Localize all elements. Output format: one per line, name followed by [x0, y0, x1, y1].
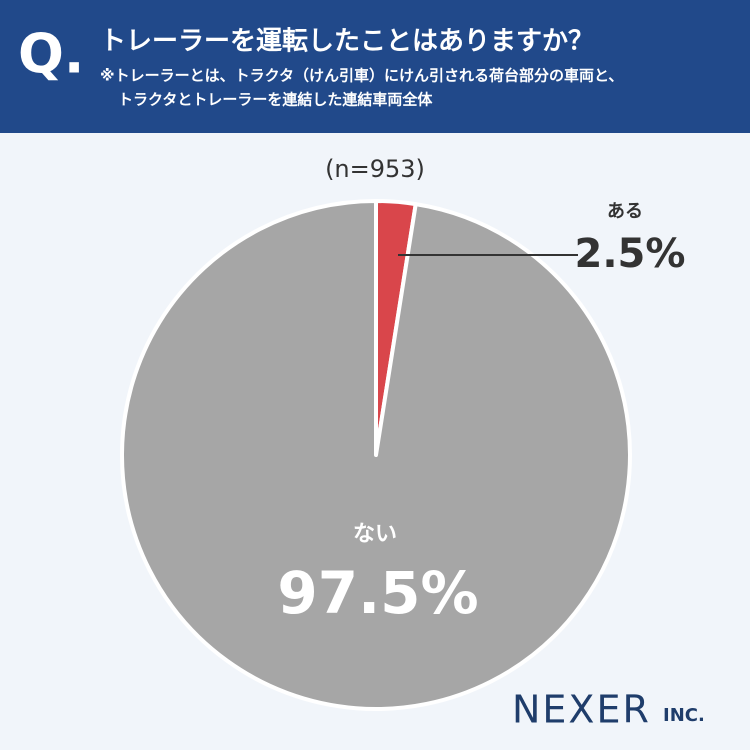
chart-title: トレーラーを運転したことはありますか？ [100, 27, 594, 57]
question-marker: Q. [18, 23, 84, 86]
sample-size: (n=953) [325, 155, 425, 183]
note: ※トレーラーとは、トラクタ（けん引車）にけん引される荷台部分の車両と、 [100, 67, 623, 85]
pie [120, 199, 632, 711]
logo-suffix: INC. [663, 705, 705, 726]
slice-label: ある [607, 201, 643, 222]
header-band [0, 0, 750, 133]
slice-label: ない [353, 522, 397, 547]
value-label: 97.5% [277, 559, 478, 627]
value-label: 2.5% [575, 231, 686, 277]
logo: NEXER [512, 688, 651, 732]
pie-slice [120, 199, 632, 711]
note: トラクタとトレーラーを連結した連結車両全体 [118, 91, 433, 109]
